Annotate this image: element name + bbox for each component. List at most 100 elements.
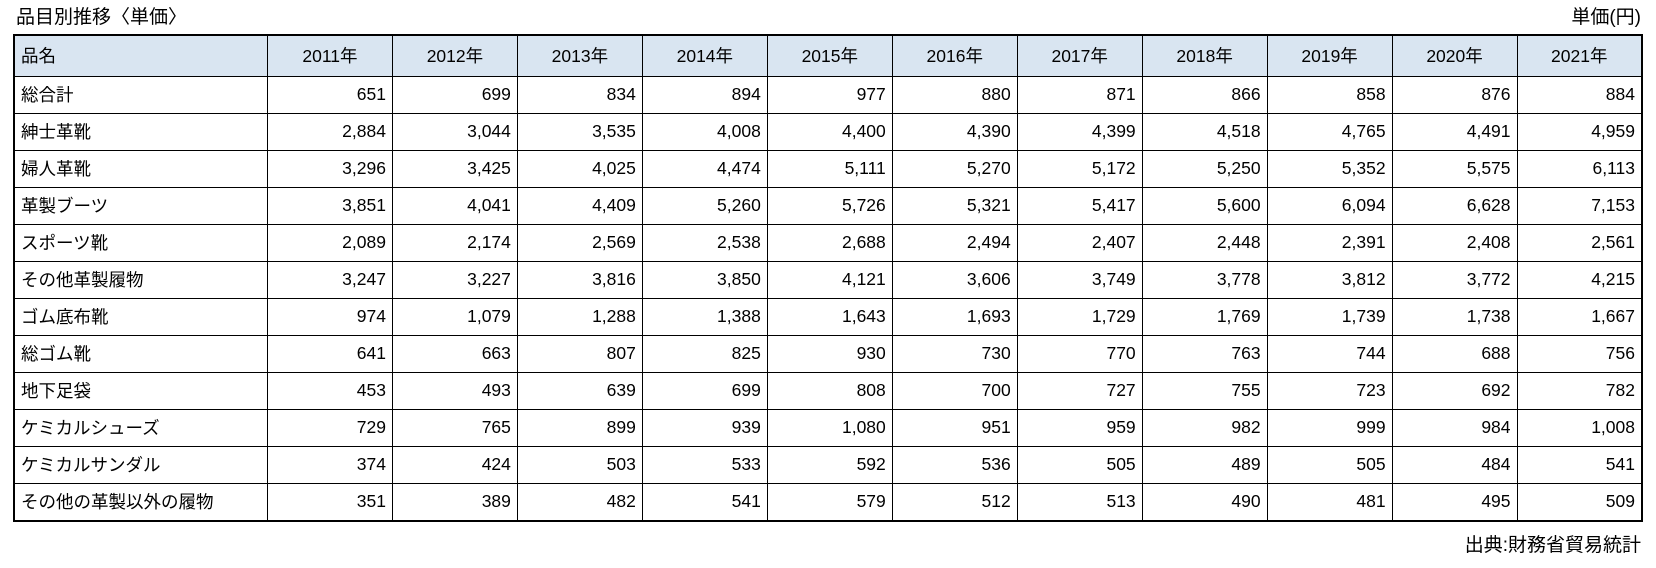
price-cell: 536: [891, 445, 1018, 484]
price-cell: 533: [641, 445, 768, 484]
price-cell: 763: [1141, 334, 1268, 373]
price-cell: 930: [766, 334, 893, 373]
price-cell: 2,688: [766, 223, 893, 262]
price-cell: 3,296: [267, 149, 393, 188]
price-cell: 503: [516, 445, 643, 484]
price-cell: 4,008: [641, 112, 768, 151]
price-cell: 592: [766, 445, 893, 484]
price-cell: 2,448: [1141, 223, 1268, 262]
price-cell: 876: [1391, 75, 1518, 114]
price-cell: 3,425: [391, 149, 518, 188]
price-cell: 871: [1016, 75, 1143, 114]
row-name: その他の革製以外の履物: [13, 482, 268, 522]
year-header: 2016年: [891, 34, 1018, 77]
price-cell: 541: [641, 482, 768, 522]
price-cell: 1,008: [1516, 408, 1643, 447]
price-cell: 493: [391, 371, 518, 410]
row-name: ゴム底布靴: [13, 297, 268, 336]
price-cell: 4,409: [516, 186, 643, 225]
price-cell: 884: [1516, 75, 1643, 114]
price-cell: 723: [1266, 371, 1393, 410]
price-cell: 807: [516, 334, 643, 373]
table-row: スポーツ靴 2,089 2,174 2,569 2,538 2,688 2,494 2,407…: [13, 223, 1643, 262]
price-cell: 770: [1016, 334, 1143, 373]
price-cell: 351: [267, 482, 393, 522]
price-cell: 2,494: [891, 223, 1018, 262]
price-cell: 6,628: [1391, 186, 1518, 225]
price-cell: 3,749: [1016, 260, 1143, 299]
price-cell: 4,959: [1516, 112, 1643, 151]
price-cell: 1,388: [641, 297, 768, 336]
price-cell: 951: [891, 408, 1018, 447]
table-row: その他の革製以外の履物 351 389 482 541 579 512 513 490 481 49…: [13, 482, 1643, 522]
price-cell: 4,400: [766, 112, 893, 151]
price-cell: 4,474: [641, 149, 768, 188]
row-name: 婦人革靴: [13, 149, 268, 188]
price-cell: 1,729: [1016, 297, 1143, 336]
row-name: その他革製履物: [13, 260, 268, 299]
row-name: ケミカルシューズ: [13, 408, 268, 447]
table-row: 地下足袋 453 493 639 699 808 700 727 755 723 692 782: [13, 371, 1643, 410]
price-cell: 4,215: [1516, 260, 1643, 299]
year-header: 2014年: [641, 34, 768, 77]
price-cell: 4,399: [1016, 112, 1143, 151]
year-header: 2015年: [766, 34, 893, 77]
price-cell: 4,025: [516, 149, 643, 188]
row-name: 総合計: [13, 75, 268, 114]
price-cell: 2,174: [391, 223, 518, 262]
price-cell: 782: [1516, 371, 1643, 410]
price-cell: 4,121: [766, 260, 893, 299]
price-cell: 1,643: [766, 297, 893, 336]
price-cell: 5,270: [891, 149, 1018, 188]
price-cell: 3,778: [1141, 260, 1268, 299]
price-cell: 1,667: [1516, 297, 1643, 336]
table-row: ケミカルサンダル 374 424 503 533 592 536 505 489 505 484 54…: [13, 445, 1643, 484]
row-name: 革製ブーツ: [13, 186, 268, 225]
price-cell: 2,391: [1266, 223, 1393, 262]
price-cell: 2,884: [267, 112, 393, 151]
price-cell: 727: [1016, 371, 1143, 410]
row-name: 紳士革靴: [13, 112, 268, 151]
table-row: その他革製履物 3,247 3,227 3,816 3,850 4,121 3,606 3,7…: [13, 260, 1643, 299]
item-name-header: 品名: [13, 34, 268, 77]
row-name: ケミカルサンダル: [13, 445, 268, 484]
price-cell: 5,726: [766, 186, 893, 225]
price-cell: 641: [267, 334, 393, 373]
price-cell: 4,765: [1266, 112, 1393, 151]
price-cell: 699: [391, 75, 518, 114]
price-cell: 974: [267, 297, 393, 336]
price-cell: 374: [267, 445, 393, 484]
table-row: 革製ブーツ 3,851 4,041 4,409 5,260 5,726 5,321 5,417…: [13, 186, 1643, 225]
price-cell: 509: [1516, 482, 1643, 522]
price-cell: 484: [1391, 445, 1518, 484]
year-header: 2017年: [1016, 34, 1143, 77]
price-cell: 899: [516, 408, 643, 447]
table-row: 婦人革靴 3,296 3,425 4,025 4,474 5,111 5,270 5,172 5…: [13, 149, 1643, 188]
year-header: 2011年: [267, 34, 393, 77]
price-cell: 5,417: [1016, 186, 1143, 225]
year-header: 2013年: [516, 34, 643, 77]
year-header: 2012年: [391, 34, 518, 77]
price-table: 品名 2011年 2012年 2013年 2014年 2015年 2016年 2017年 201…: [13, 33, 1643, 522]
price-cell: 1,739: [1266, 297, 1393, 336]
price-cell: 639: [516, 371, 643, 410]
price-cell: 984: [1391, 408, 1518, 447]
price-cell: 489: [1141, 445, 1268, 484]
price-cell: 4,518: [1141, 112, 1268, 151]
row-name: 地下足袋: [13, 371, 268, 410]
price-cell: 700: [891, 371, 1018, 410]
price-cell: 512: [891, 482, 1018, 522]
price-cell: 4,041: [391, 186, 518, 225]
price-cell: 424: [391, 445, 518, 484]
price-cell: 5,250: [1141, 149, 1268, 188]
year-header: 2020年: [1391, 34, 1518, 77]
price-cell: 541: [1516, 445, 1643, 484]
year-header: 2021年: [1516, 34, 1643, 77]
table-row: ケミカルシューズ 729 765 899 939 1,080 951 959 982 999 984…: [13, 408, 1643, 447]
price-cell: 1,080: [766, 408, 893, 447]
table-row: 総ゴム靴 641 663 807 825 930 730 770 763 744 688 756: [13, 334, 1643, 373]
price-cell: 495: [1391, 482, 1518, 522]
price-cell: 2,538: [641, 223, 768, 262]
price-cell: 999: [1266, 408, 1393, 447]
price-cell: 756: [1516, 334, 1643, 373]
